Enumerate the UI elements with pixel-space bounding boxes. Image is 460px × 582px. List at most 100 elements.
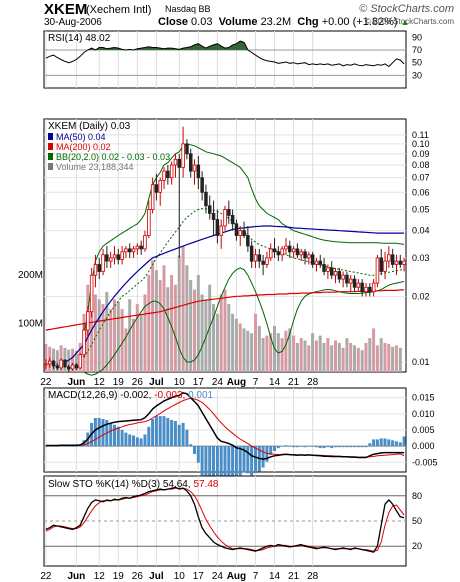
- volume-bar: [196, 275, 200, 372]
- candle-body: [78, 354, 83, 369]
- candle-body: [242, 230, 246, 236]
- candle-body: [196, 164, 201, 179]
- macd-tick-label: 0.000: [412, 441, 435, 451]
- macd-histogram-bar: [181, 422, 185, 447]
- candle-body: [166, 170, 170, 179]
- macd-histogram-bar: [372, 439, 376, 447]
- volume-bar: [151, 260, 155, 372]
- bb-upper-line: [83, 143, 405, 338]
- macd-histogram-bar: [200, 446, 204, 476]
- macd-histogram-bar: [189, 444, 193, 447]
- x-tick-label: 26: [132, 377, 144, 388]
- x-tick-label: 7: [253, 377, 259, 388]
- candle-body: [59, 359, 63, 369]
- volume-bar: [372, 328, 376, 372]
- macd-legend-hist: 0.001: [188, 390, 213, 401]
- macd-histogram-bar: [299, 446, 303, 447]
- candle-body: [173, 158, 178, 166]
- volume-bar: [193, 289, 196, 372]
- macd-histogram-bar: [55, 446, 59, 447]
- x-tick-label: Jul: [149, 571, 164, 582]
- macd-histogram-bar: [242, 446, 246, 473]
- candle-body: [177, 158, 181, 168]
- volume-bar: [314, 340, 318, 372]
- candle-body: [394, 260, 399, 265]
- candle-body: [55, 365, 60, 369]
- price-legend: XKEM (Daily) 0.03: [48, 121, 131, 132]
- macd-histogram-bar: [120, 429, 124, 447]
- candle-body: [268, 248, 273, 259]
- candle-body: [356, 282, 361, 288]
- up-arrow-icon: ▲: [400, 17, 410, 27]
- macd-histogram-bar: [360, 446, 364, 448]
- macd-histogram-bar: [368, 443, 372, 447]
- macd-histogram-bar: [219, 446, 223, 502]
- volume-bar: [234, 318, 238, 372]
- quote-stats: Close 0.03 Volume 23.2M Chg +0.00 (+1.82…: [158, 16, 410, 28]
- macd-histogram-bar: [139, 438, 143, 447]
- rsi-tick-label: 50: [412, 58, 422, 68]
- macd-histogram-bar: [196, 446, 200, 463]
- macd-histogram-bar: [154, 416, 158, 447]
- macd-histogram-bar: [124, 432, 128, 447]
- candle-body: [147, 209, 151, 236]
- macd-tick-label: 0.015: [412, 393, 435, 403]
- macd-histogram-bar: [63, 446, 67, 447]
- candle-body: [154, 184, 159, 193]
- sto-legend-d: 57.48: [193, 479, 218, 490]
- x-tick-label: 14: [269, 377, 281, 388]
- macd-histogram-bar: [292, 446, 296, 448]
- bb-legend: BB(20,2.0) 0.02 - 0.03 - 0.03: [56, 152, 170, 162]
- candle-body: [109, 257, 113, 262]
- volume-bar: [246, 330, 250, 372]
- candle-body: [333, 271, 338, 276]
- candle-body: [112, 254, 117, 259]
- candle-body: [284, 245, 288, 250]
- ma200-legend: MA(200) 0.02: [56, 142, 111, 152]
- macd-histogram-bar: [334, 446, 337, 448]
- x-tick-label: 24: [212, 377, 224, 388]
- volume-bar: [311, 333, 315, 372]
- candle-body: [223, 209, 227, 227]
- candle-body: [215, 219, 220, 236]
- macd-tick-label: 0.005: [412, 425, 435, 435]
- volume-bar: [303, 340, 307, 372]
- macd-tick-label: 0.010: [412, 409, 435, 419]
- volume-bar: [71, 348, 75, 372]
- macd-histogram-bar: [303, 446, 307, 448]
- company-name: (Xechem Intl): [86, 4, 152, 16]
- macd-histogram-bar: [177, 424, 181, 447]
- volume-bar: [181, 245, 185, 372]
- macd-histogram-bar: [170, 420, 174, 447]
- macd-histogram-bar: [391, 440, 395, 447]
- volume-bar: [318, 335, 322, 372]
- x-tick-label: 12: [94, 571, 106, 582]
- volume-bar: [215, 313, 219, 372]
- candle-body: [120, 251, 124, 260]
- candle-body: [101, 254, 105, 272]
- volume-bar: [231, 313, 235, 372]
- volume-bar: [398, 347, 402, 372]
- legend-swatch: [48, 143, 53, 150]
- candle-body: [135, 245, 140, 250]
- macd-histogram-bar: [52, 446, 55, 447]
- candle-body: [348, 278, 353, 284]
- sto-legend: Slow STO %K(14) %D(3) 54.64, 57.48: [48, 479, 219, 490]
- macd-legend-label: MACD(12,26,9): [48, 390, 120, 401]
- volume-bar: [139, 313, 143, 372]
- candle-body: [318, 260, 322, 265]
- volume-bar: [166, 287, 170, 372]
- volume-bar: [74, 350, 78, 372]
- candle-body: [188, 153, 193, 172]
- rsi-tick-label: 30: [412, 70, 422, 80]
- macd-histogram-bar: [322, 446, 326, 449]
- macd-histogram-bar: [109, 422, 113, 447]
- volume-bar: [375, 345, 379, 372]
- candle-body: [74, 364, 79, 369]
- rsi-tick-label: 70: [412, 45, 422, 55]
- x-tick-label: Jun: [67, 571, 85, 582]
- x-tick-label: 26: [132, 571, 144, 582]
- volume-bar: [299, 338, 303, 372]
- macd-histogram-bar: [345, 446, 349, 448]
- volume-bar: [143, 294, 147, 372]
